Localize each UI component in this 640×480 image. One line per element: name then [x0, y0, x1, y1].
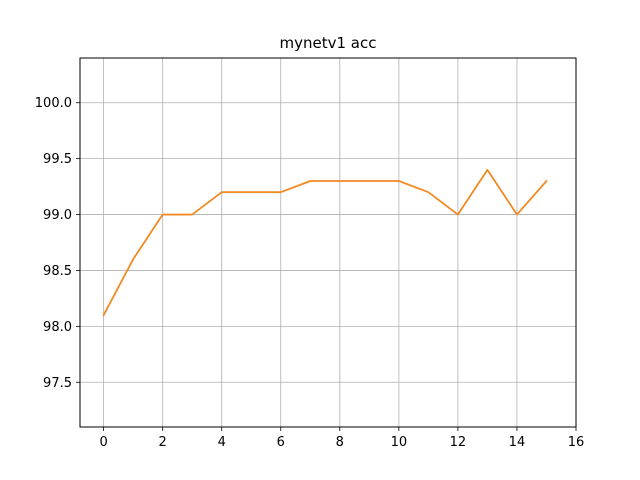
x-tick-label: 4	[218, 435, 226, 450]
x-tick-label: 2	[159, 435, 167, 450]
x-tick-label: 8	[336, 435, 344, 450]
x-axis: 0 2 4 6 8 10 12 14 16	[99, 427, 584, 450]
y-tick-label: 100.0	[35, 96, 72, 111]
y-tick-label: 98.0	[43, 320, 72, 335]
x-tick-label: 10	[391, 435, 408, 450]
x-tick-label: 16	[568, 435, 585, 450]
x-tick-label: 0	[99, 435, 107, 450]
x-tick-label: 14	[509, 435, 526, 450]
y-tick-label: 99.0	[43, 208, 72, 223]
series-layer	[102, 168, 548, 317]
series-line	[102, 168, 548, 317]
grid-lines	[80, 58, 577, 427]
y-tick-label: 97.5	[43, 376, 72, 391]
y-axis: 97.5 98.0 98.5 99.0 99.5 100.0	[35, 96, 80, 391]
x-tick-label: 6	[277, 435, 285, 450]
chart-title: mynetv1 acc	[280, 34, 377, 52]
plot-frame	[79, 57, 577, 428]
x-tick-label: 12	[450, 435, 467, 450]
y-tick-label: 99.5	[43, 152, 72, 167]
y-tick-label: 98.5	[43, 264, 72, 279]
